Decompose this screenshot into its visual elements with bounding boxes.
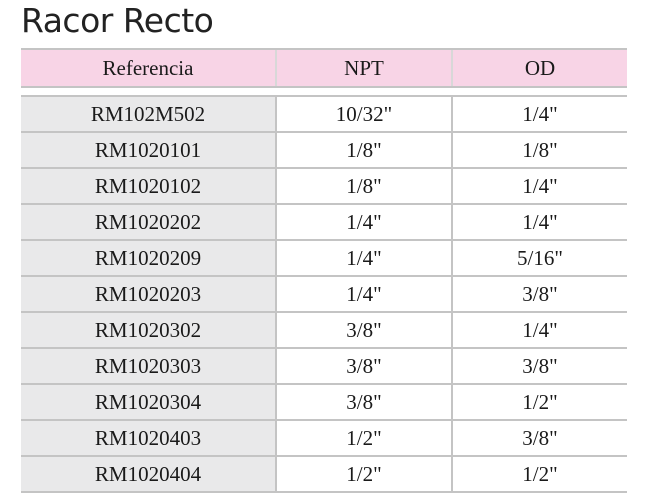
cell-referencia: RM1020302	[21, 313, 275, 347]
cell-od: 1/4"	[451, 97, 627, 131]
cell-npt: 1/8"	[275, 133, 451, 167]
cell-od: 1/4"	[451, 169, 627, 203]
table-row: RM102M502 10/32" 1/4"	[21, 97, 627, 133]
table-row: RM1020101 1/8" 1/8"	[21, 133, 627, 169]
cell-referencia: RM102M502	[21, 97, 275, 131]
cell-referencia: RM1020101	[21, 133, 275, 167]
table-row: RM1020102 1/8" 1/4"	[21, 169, 627, 205]
page-title: Racor Recto	[21, 1, 214, 40]
cell-npt: 1/4"	[275, 277, 451, 311]
cell-od: 3/8"	[451, 349, 627, 383]
cell-od: 1/2"	[451, 385, 627, 419]
cell-referencia: RM1020102	[21, 169, 275, 203]
cell-npt: 1/8"	[275, 169, 451, 203]
table-row: RM1020303 3/8" 3/8"	[21, 349, 627, 385]
cell-npt: 3/8"	[275, 313, 451, 347]
cell-npt: 1/2"	[275, 457, 451, 491]
cell-referencia: RM1020403	[21, 421, 275, 455]
cell-referencia: RM1020404	[21, 457, 275, 491]
table-header: Referencia NPT OD	[21, 48, 627, 88]
cell-referencia: RM1020203	[21, 277, 275, 311]
cell-referencia: RM1020202	[21, 205, 275, 239]
cell-od: 1/4"	[451, 313, 627, 347]
table-row: RM1020304 3/8" 1/2"	[21, 385, 627, 421]
cell-od: 1/8"	[451, 133, 627, 167]
cell-od: 1/4"	[451, 205, 627, 239]
cell-referencia: RM1020209	[21, 241, 275, 275]
cell-referencia: RM1020304	[21, 385, 275, 419]
header-divider	[21, 88, 627, 97]
cell-referencia: RM1020303	[21, 349, 275, 383]
cell-npt: 10/32"	[275, 97, 451, 131]
table-row: RM1020404 1/2" 1/2"	[21, 457, 627, 493]
cell-od: 1/2"	[451, 457, 627, 491]
cell-od: 3/8"	[451, 277, 627, 311]
header-od: OD	[451, 50, 627, 86]
header-referencia: Referencia	[21, 50, 275, 86]
product-table: Referencia NPT OD RM102M502 10/32" 1/4" …	[21, 48, 627, 493]
cell-od: 3/8"	[451, 421, 627, 455]
cell-npt: 1/4"	[275, 241, 451, 275]
cell-od: 5/16"	[451, 241, 627, 275]
table-row: RM1020203 1/4" 3/8"	[21, 277, 627, 313]
table-row: RM1020209 1/4" 5/16"	[21, 241, 627, 277]
table-row: RM1020202 1/4" 1/4"	[21, 205, 627, 241]
header-npt: NPT	[275, 50, 451, 86]
cell-npt: 1/4"	[275, 205, 451, 239]
cell-npt: 3/8"	[275, 385, 451, 419]
cell-npt: 3/8"	[275, 349, 451, 383]
cell-npt: 1/2"	[275, 421, 451, 455]
table-row: RM1020403 1/2" 3/8"	[21, 421, 627, 457]
table-row: RM1020302 3/8" 1/4"	[21, 313, 627, 349]
